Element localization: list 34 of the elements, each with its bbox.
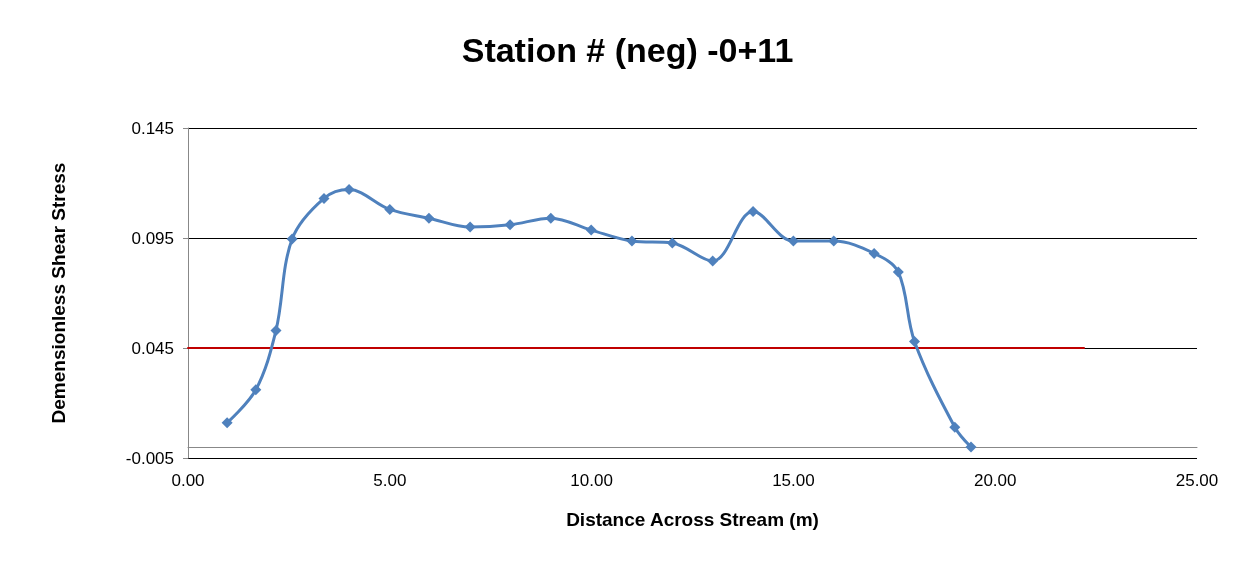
point (423, 212, 435, 224)
x-tick-label: 25.00 (1175, 471, 1219, 490)
point (286, 233, 298, 245)
y-tick-label: 0.095 (131, 228, 174, 248)
point (868, 247, 880, 259)
x-tick-label: 20.00 (973, 471, 1017, 490)
y-axis-title: Demensionless Shear Stress (48, 162, 69, 424)
x-axis-title: Distance Across Stream (m) (566, 509, 819, 530)
point (892, 266, 904, 278)
point (707, 255, 719, 267)
point (250, 384, 262, 396)
x-tick-label: 0.00 (171, 471, 205, 490)
y-tick-label: 0.045 (131, 338, 174, 358)
chart-title: Station # (neg) -0+11 (461, 31, 794, 69)
y-tick-label: 0.145 (131, 118, 174, 138)
point (384, 203, 396, 215)
x-tick-label: 5.00 (373, 471, 407, 490)
x-tick-label: 10.00 (570, 471, 613, 490)
point (504, 219, 516, 231)
point (747, 206, 759, 218)
point (221, 417, 233, 429)
point (545, 212, 557, 224)
point (318, 192, 330, 204)
point (585, 224, 597, 236)
point (270, 324, 282, 336)
point (787, 235, 799, 247)
point (965, 441, 977, 453)
point (949, 421, 961, 433)
x-tick-label: 15.00 (772, 471, 815, 490)
point (343, 184, 355, 196)
point (626, 235, 638, 247)
point (464, 221, 476, 233)
y-tick-label: -0.005 (125, 448, 174, 468)
point (908, 335, 920, 347)
